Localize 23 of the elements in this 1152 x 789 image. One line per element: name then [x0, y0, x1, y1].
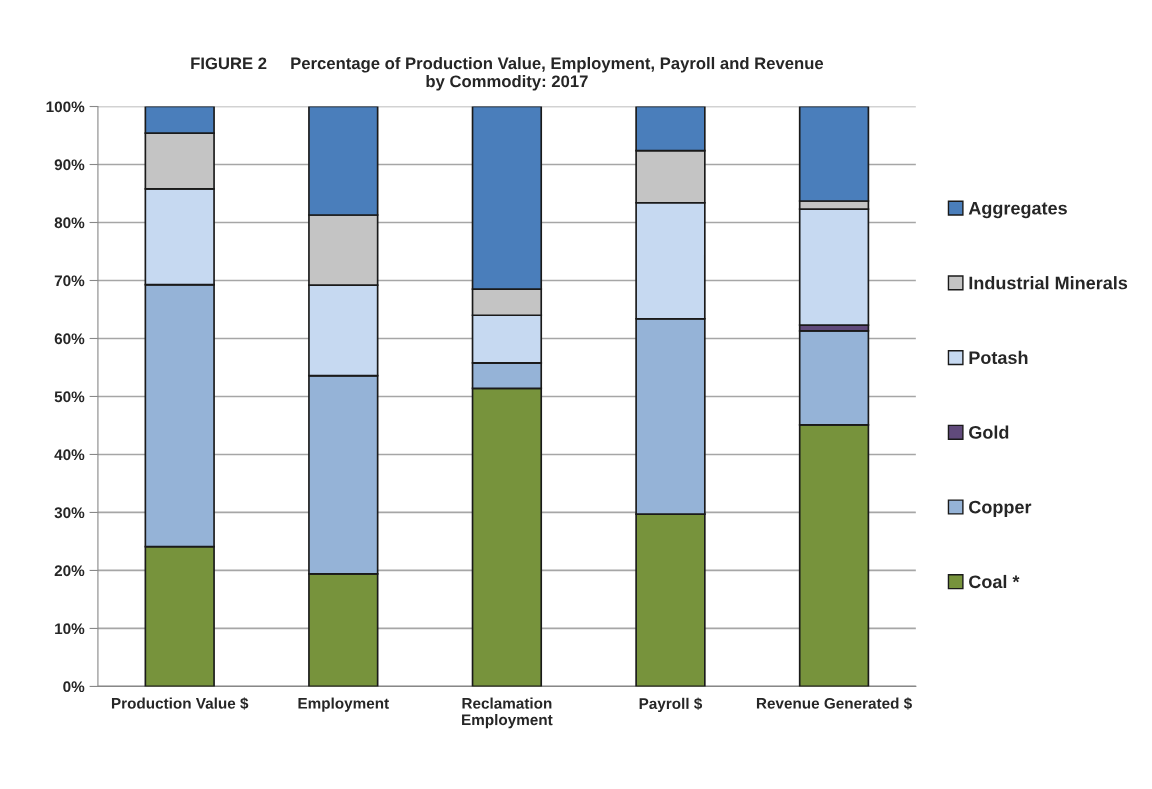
y-tick-label: 40%: [54, 449, 85, 461]
x-tick-label: Production Value $: [111, 697, 249, 710]
y-tick-label: 20%: [54, 565, 85, 577]
legend-label: Copper: [969, 500, 1032, 518]
legend-label: Coal *: [969, 574, 1020, 589]
x-tick-label: Payroll $: [639, 697, 703, 713]
legend-label: Industrial Minerals: [969, 276, 1128, 290]
y-tick-label: 0%: [63, 681, 85, 693]
x-tick-label: Reclamation Employment: [462, 697, 553, 729]
y-tick-label: 10%: [55, 623, 85, 635]
legend-label: Aggregates: [968, 201, 1067, 219]
y-tick-label: 90%: [54, 159, 85, 171]
chart-title: FIGURE 2 Percentage of Production Value, Employment, Payroll and Revenue by Commodity: 2017: [191, 56, 824, 91]
x-tick-label: Revenue Generated $: [756, 697, 912, 710]
y-tick-label: 30%: [54, 507, 85, 519]
y-tick-label: 60%: [54, 333, 85, 345]
legend-label: Gold: [969, 425, 1009, 439]
y-tick-label: 70%: [54, 275, 85, 287]
legend-label: Potash: [969, 350, 1028, 365]
y-tick-label: 100%: [46, 101, 85, 113]
x-tick-label: Employment: [298, 697, 389, 712]
y-tick-label: 80%: [54, 217, 85, 229]
y-tick-label: 50%: [54, 391, 85, 403]
